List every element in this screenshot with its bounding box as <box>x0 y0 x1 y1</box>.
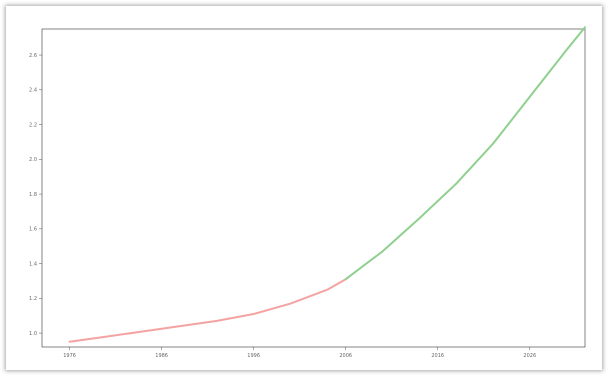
series-line-1 <box>344 26 586 281</box>
x-tick-label: 1996 <box>247 353 260 359</box>
y-tick-label: 1.2 <box>29 296 37 302</box>
x-tick-label: 2016 <box>431 353 444 359</box>
y-axis: 1.0 1.2 1.4 1.6 1.8 2.0 2.2 2.4 2.6 <box>29 53 42 337</box>
y-tick-label: 1.4 <box>29 261 37 267</box>
line-chart: 1.0 1.2 1.4 1.6 1.8 2.0 2.2 2.4 2.6 1976 1986 1996… <box>29 26 586 359</box>
series-layer <box>68 26 586 343</box>
x-axis: 1976 1986 1996 2006 2016 2026 <box>63 347 536 359</box>
y-tick-label: 1.6 <box>29 227 37 233</box>
series-line-0 <box>68 278 347 343</box>
x-tick-label: 1976 <box>63 353 76 359</box>
y-tick-label: 2.4 <box>29 88 37 94</box>
y-tick-label: 2.6 <box>29 53 37 59</box>
y-tick-label: 1.0 <box>29 331 37 337</box>
x-tick-label: 1986 <box>155 353 168 359</box>
plot-area-frame <box>41 28 586 348</box>
y-tick-label: 2.0 <box>29 157 37 163</box>
x-tick-label: 2026 <box>523 353 536 359</box>
x-tick-label: 2006 <box>339 353 352 359</box>
screenshot-frame: 1.0 1.2 1.4 1.6 1.8 2.0 2.2 2.4 2.6 1976 1986 1996… <box>6 6 602 370</box>
y-tick-label: 2.2 <box>29 122 37 128</box>
y-tick-label: 1.8 <box>29 192 37 198</box>
